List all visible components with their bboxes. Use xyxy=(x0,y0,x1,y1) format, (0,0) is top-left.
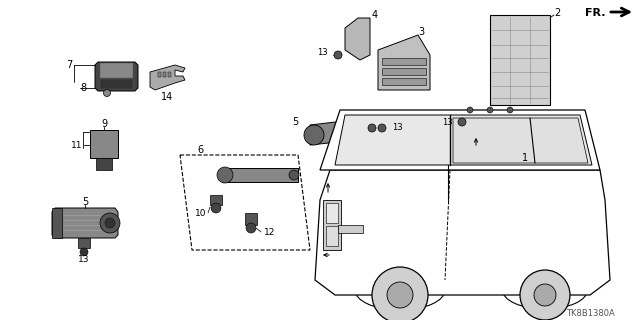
Text: TK8B1380A: TK8B1380A xyxy=(566,308,614,317)
Circle shape xyxy=(368,124,376,132)
Bar xyxy=(323,200,341,250)
Bar xyxy=(100,79,133,89)
Text: 4: 4 xyxy=(372,10,378,20)
Polygon shape xyxy=(468,118,500,165)
Circle shape xyxy=(387,282,413,308)
Polygon shape xyxy=(222,168,298,182)
Bar xyxy=(382,68,426,75)
Circle shape xyxy=(372,267,428,320)
Polygon shape xyxy=(345,18,370,60)
Bar xyxy=(168,72,171,77)
Circle shape xyxy=(217,167,233,183)
Circle shape xyxy=(378,124,386,132)
Text: 10: 10 xyxy=(195,209,206,218)
Circle shape xyxy=(520,270,570,320)
Text: 14: 14 xyxy=(161,92,173,102)
Polygon shape xyxy=(150,65,185,90)
Circle shape xyxy=(458,118,466,126)
Polygon shape xyxy=(453,118,588,163)
Bar xyxy=(326,203,338,223)
Text: 9: 9 xyxy=(101,119,107,129)
Bar xyxy=(163,72,166,77)
Text: 12: 12 xyxy=(264,228,275,236)
Polygon shape xyxy=(180,155,310,250)
Bar xyxy=(338,225,363,233)
Text: 3: 3 xyxy=(418,27,424,37)
Polygon shape xyxy=(335,115,592,165)
Text: 5: 5 xyxy=(82,197,88,207)
Bar xyxy=(382,78,426,85)
Bar xyxy=(382,58,426,65)
Bar xyxy=(90,130,118,158)
Circle shape xyxy=(467,107,473,113)
Text: 5: 5 xyxy=(292,117,298,127)
Text: 13: 13 xyxy=(442,117,453,126)
Polygon shape xyxy=(52,208,62,238)
Text: 7: 7 xyxy=(66,60,72,70)
Text: 13: 13 xyxy=(78,254,90,263)
Text: 11: 11 xyxy=(70,140,82,149)
Circle shape xyxy=(534,284,556,306)
Polygon shape xyxy=(490,15,550,105)
Polygon shape xyxy=(78,238,90,248)
Text: 13: 13 xyxy=(317,47,328,57)
Bar xyxy=(158,72,161,77)
Circle shape xyxy=(334,51,342,59)
Text: 6: 6 xyxy=(197,145,203,155)
Bar xyxy=(326,226,338,246)
Circle shape xyxy=(246,223,256,233)
Polygon shape xyxy=(210,195,222,205)
Text: 1: 1 xyxy=(522,153,528,163)
Circle shape xyxy=(105,218,115,228)
Text: 8: 8 xyxy=(80,83,86,93)
Circle shape xyxy=(104,90,111,97)
Circle shape xyxy=(211,203,221,213)
Circle shape xyxy=(80,248,88,256)
Circle shape xyxy=(289,170,299,180)
Polygon shape xyxy=(315,170,610,295)
Polygon shape xyxy=(310,118,375,145)
Circle shape xyxy=(100,213,120,233)
Polygon shape xyxy=(320,110,600,170)
Polygon shape xyxy=(52,208,118,238)
Circle shape xyxy=(304,125,324,145)
Circle shape xyxy=(507,107,513,113)
Polygon shape xyxy=(96,158,112,170)
Polygon shape xyxy=(100,63,133,78)
Text: 2: 2 xyxy=(554,8,560,18)
Polygon shape xyxy=(378,35,430,90)
Polygon shape xyxy=(245,213,257,225)
Circle shape xyxy=(487,107,493,113)
Polygon shape xyxy=(95,62,138,91)
Text: 13: 13 xyxy=(392,123,403,132)
Text: FR.: FR. xyxy=(584,8,605,18)
